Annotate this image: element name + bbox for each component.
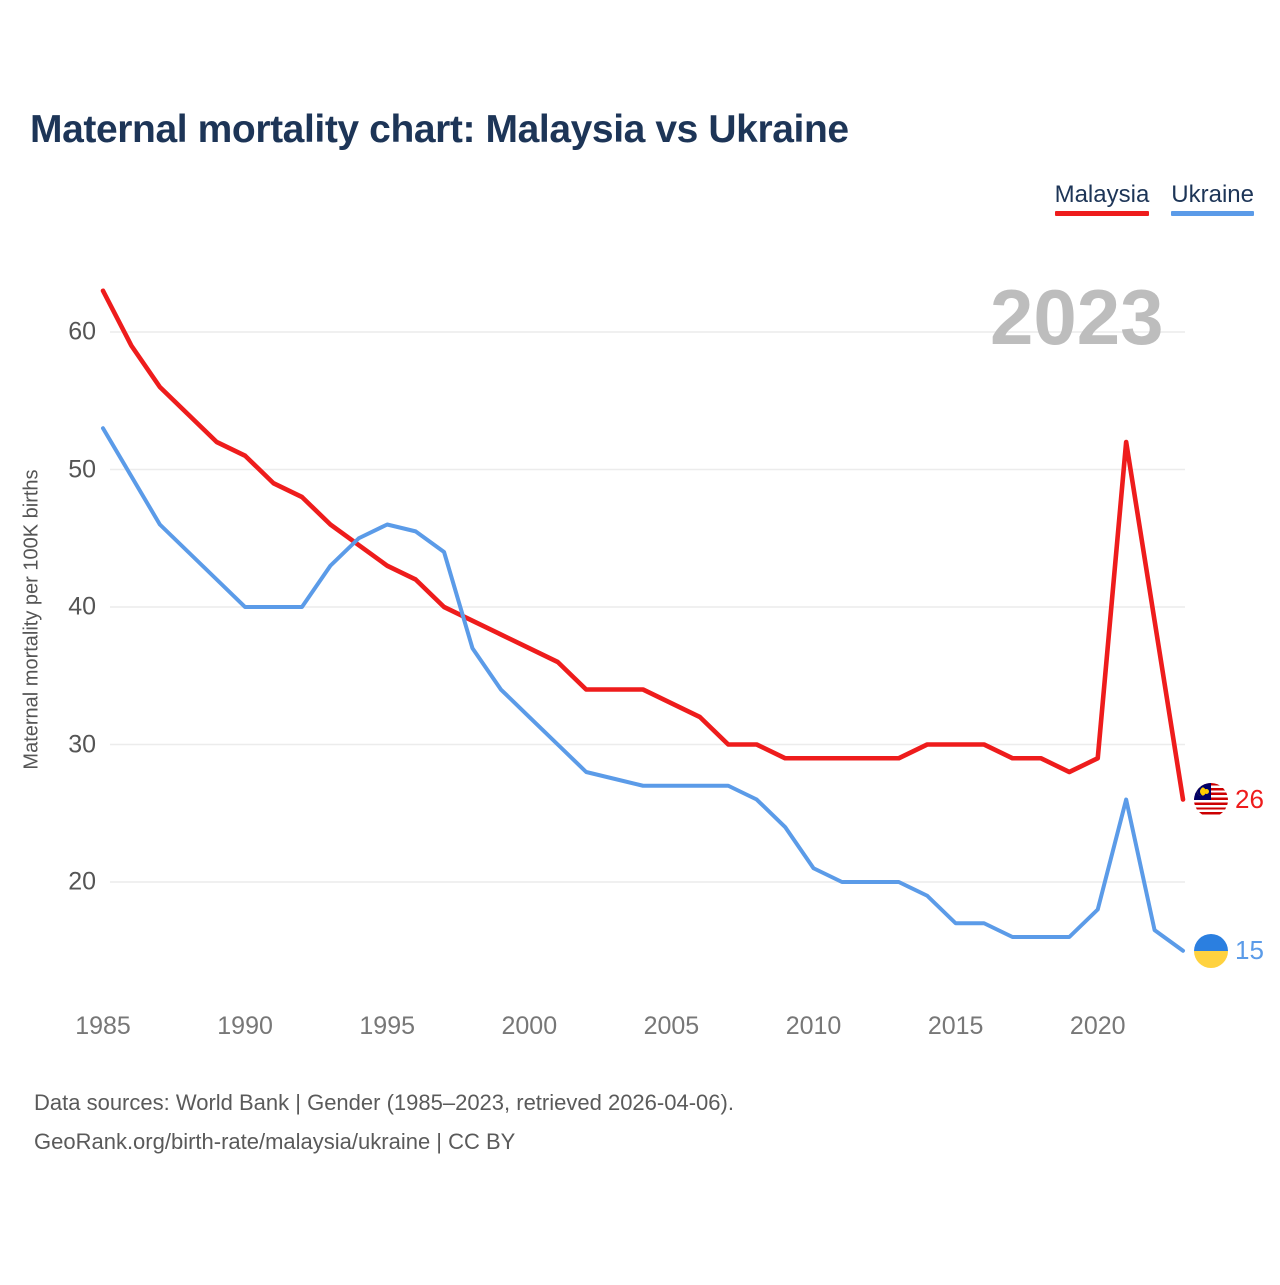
legend-color-swatch-ukraine bbox=[1171, 211, 1254, 216]
x-tick-label: 2010 bbox=[785, 1012, 842, 1040]
footer-line-2: GeoRank.org/birth-rate/malaysia/ukraine … bbox=[34, 1129, 516, 1154]
y-tick-label: 30 bbox=[68, 730, 96, 758]
ukraine-flag-icon bbox=[1194, 933, 1228, 968]
ukraine-flag-top-band bbox=[1194, 933, 1228, 951]
y-tick-label: 60 bbox=[68, 317, 96, 346]
end-marker-ukraine: 15 bbox=[1194, 933, 1264, 968]
footer-attribution: Data sources: World Bank | Gender (1985–… bbox=[34, 1083, 734, 1161]
x-tick-label: 1990 bbox=[217, 1012, 273, 1040]
y-tick-label: 50 bbox=[68, 455, 96, 483]
x-tick-label: 2005 bbox=[643, 1012, 700, 1040]
page-title: Maternal mortality chart: Malaysia vs Uk… bbox=[30, 108, 849, 151]
chart-legend: Malaysia Ukraine bbox=[1054, 181, 1254, 216]
x-tick-label: 1995 bbox=[359, 1012, 416, 1040]
y-tick-label: 20 bbox=[68, 867, 96, 896]
series-line-ukraine bbox=[101, 426, 1185, 953]
end-value-malaysia: 26 bbox=[1235, 784, 1264, 814]
y-tick-label: 40 bbox=[68, 592, 96, 621]
crescent-icon bbox=[1197, 786, 1206, 796]
footer-line-1: Data sources: World Bank | Gender (1985–… bbox=[34, 1090, 734, 1115]
x-tick-label: 2015 bbox=[927, 1012, 984, 1040]
legend-item-ukraine[interactable]: Ukraine bbox=[1171, 182, 1254, 216]
year-watermark: 2023 bbox=[990, 273, 1164, 361]
x-tick-label: 2020 bbox=[1069, 1012, 1126, 1040]
end-value-ukraine: 15 bbox=[1235, 935, 1264, 966]
ukraine-flag-bottom-band bbox=[1194, 950, 1228, 968]
x-tick-label: 2000 bbox=[501, 1012, 558, 1040]
malaysia-flag-icon bbox=[1194, 782, 1228, 817]
end-marker-malaysia: 26 bbox=[1194, 782, 1264, 817]
star-icon bbox=[1203, 788, 1209, 794]
legend-color-swatch-malaysia bbox=[1054, 211, 1150, 216]
x-tick-label: 1985 bbox=[75, 1012, 131, 1040]
legend-item-malaysia[interactable]: Malaysia bbox=[1054, 181, 1150, 216]
series-line-malaysia bbox=[100, 288, 1186, 802]
y-axis-title: Maternal mortality per 100K births bbox=[20, 469, 43, 770]
legend-label-malaysia: Malaysia bbox=[1054, 181, 1150, 208]
legend-label-ukraine: Ukraine bbox=[1171, 181, 1254, 208]
